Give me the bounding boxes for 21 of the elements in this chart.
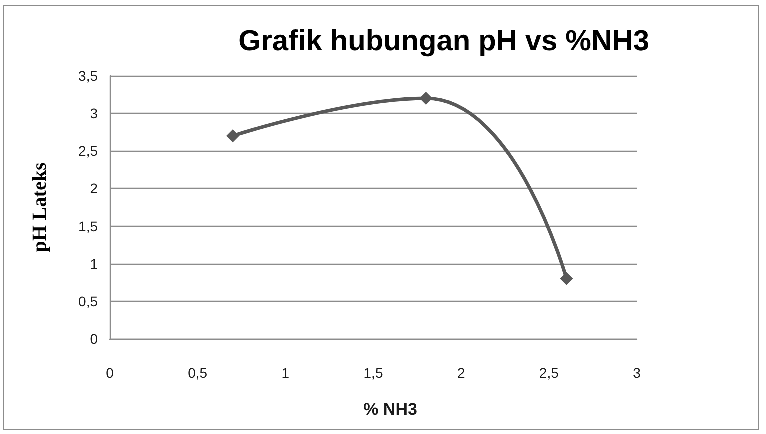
point: [420, 92, 433, 106]
x-tick-label: 0,5: [188, 365, 208, 381]
x-axis-title: % NH3: [364, 400, 418, 419]
point: [560, 272, 574, 286]
x-tick-label: 3: [633, 365, 642, 381]
y-tick-label: 3,5: [78, 68, 98, 84]
y-tick-label: 3: [90, 106, 98, 122]
y-tick-label: 0: [90, 331, 98, 347]
x-tick-label: 0: [106, 365, 114, 381]
y-tick-label: 2,5: [78, 143, 98, 160]
chart-title: Grafik hubungan pH vs %NH3: [238, 26, 650, 58]
y-tick-label: 2: [90, 180, 98, 197]
y-tick-label: 0,5: [78, 293, 98, 310]
x-tick-label: 2,5: [539, 365, 560, 381]
x-tick-label: 1: [282, 365, 290, 381]
y-tick-label: 1: [90, 256, 98, 272]
point: [226, 130, 240, 143]
y-axis-title: pH Lateks: [29, 162, 51, 252]
x-tick-label: 2: [457, 365, 466, 381]
x-tick-label: 1,5: [364, 365, 384, 381]
y-tick-label: 1,5: [78, 218, 98, 234]
